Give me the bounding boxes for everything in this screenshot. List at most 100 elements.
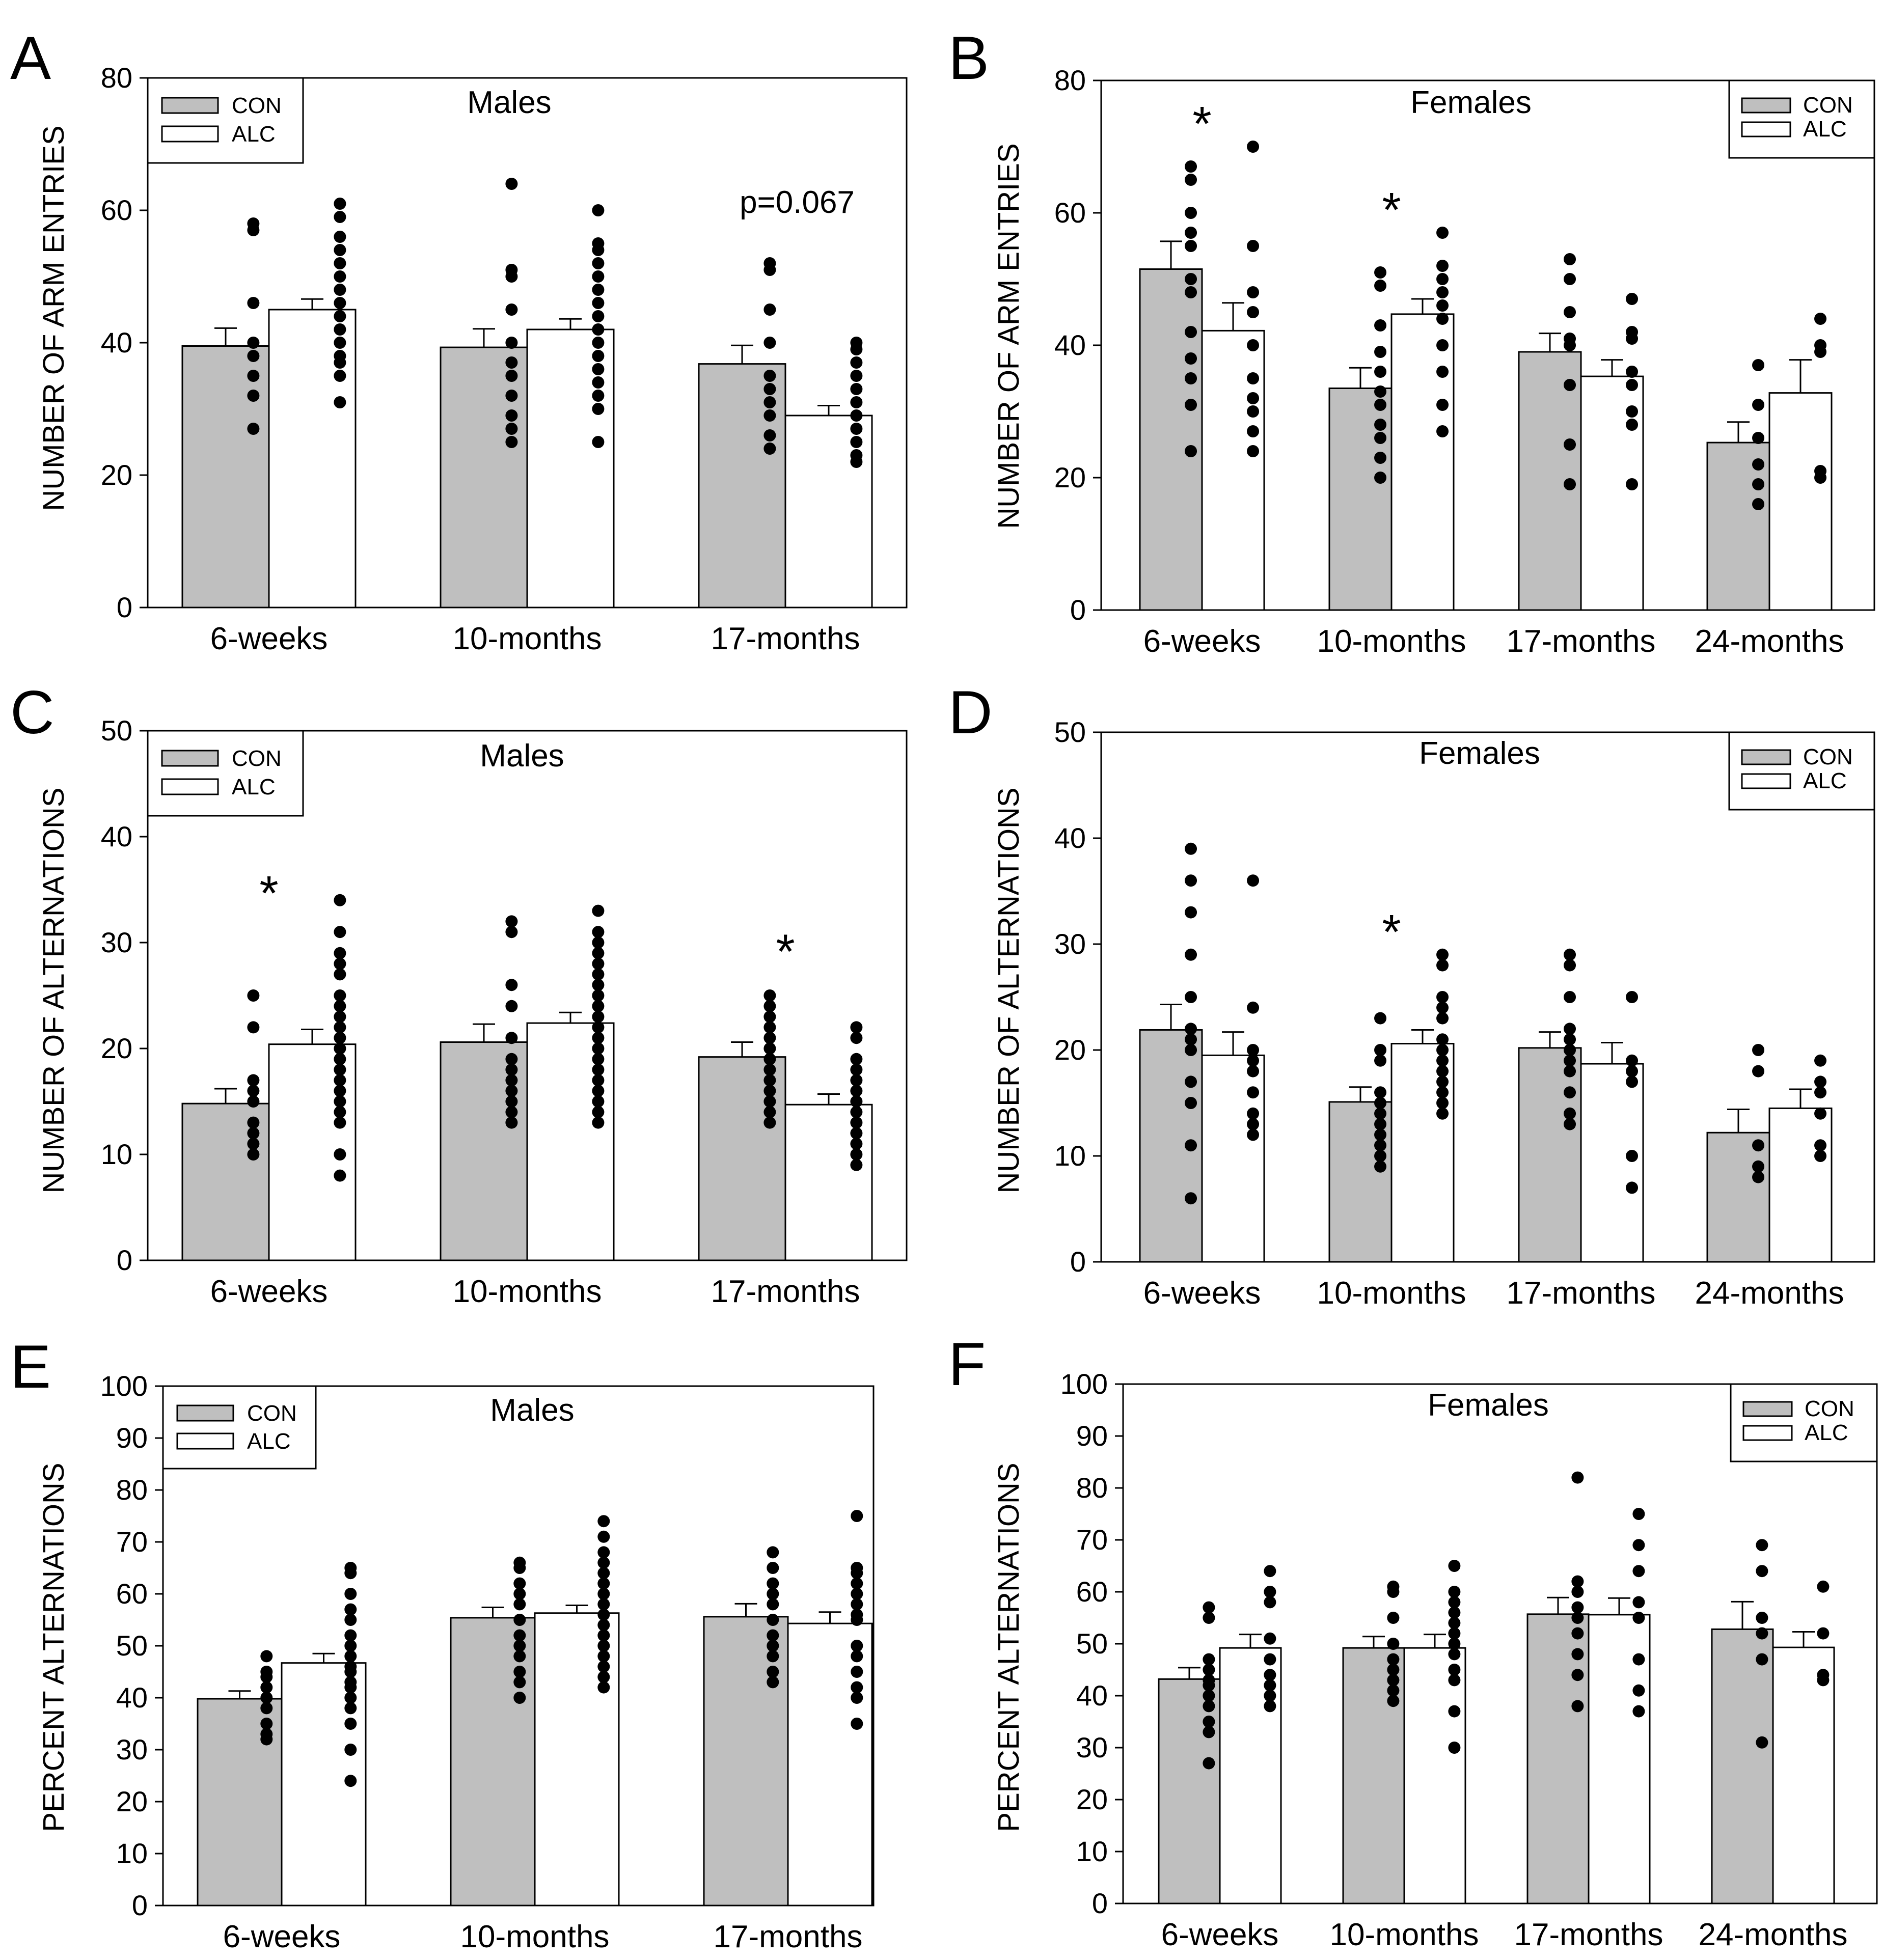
x-category-label: 17-months [711, 621, 860, 656]
data-point [850, 1148, 863, 1161]
data-point [513, 1676, 526, 1689]
data-point [1564, 1033, 1576, 1046]
data-point [1571, 1575, 1584, 1588]
x-category-label: 17-months [711, 1274, 860, 1309]
legend-swatch-con [176, 1404, 234, 1422]
data-point [247, 370, 260, 382]
data-point [763, 1106, 776, 1118]
data-point [260, 1733, 273, 1746]
data-point [1374, 1107, 1387, 1120]
bar-con-17-months [1518, 1047, 1582, 1263]
y-tick-label: 70 [1076, 1524, 1108, 1556]
data-point [763, 303, 776, 316]
y-tick-label: 10 [1076, 1835, 1108, 1867]
chart-title: Males [467, 85, 551, 120]
data-point [1247, 1118, 1260, 1130]
data-point [1247, 445, 1260, 457]
data-point [1571, 1669, 1584, 1681]
data-point [505, 356, 518, 369]
data-point [1264, 1565, 1276, 1578]
y-tick-label: 20 [1054, 461, 1086, 493]
data-point [1374, 1118, 1387, 1130]
data-point [1374, 1150, 1387, 1162]
data-point [247, 224, 260, 236]
data-point [505, 409, 518, 422]
y-tick-label: 10 [1054, 1140, 1086, 1172]
legend: CON ALC [147, 730, 304, 817]
data-point [1185, 160, 1197, 173]
data-point [1626, 991, 1639, 1003]
y-tick-label: 10 [116, 1837, 148, 1869]
legend-swatch-con [161, 750, 219, 767]
data-point [1264, 1632, 1276, 1645]
bar-alc-24-months [1768, 1107, 1833, 1263]
data-point [1185, 286, 1197, 298]
x-category-label: 17-months [1507, 624, 1656, 659]
legend-label-con: CON [247, 1401, 297, 1426]
x-category-label: 10-months [460, 1919, 610, 1954]
data-point [505, 436, 518, 448]
data-point [505, 370, 518, 382]
data-point [851, 1598, 863, 1611]
data-point [1185, 326, 1197, 338]
bar-con-6-weeks [181, 345, 270, 609]
legend: CON ALC [162, 1385, 317, 1470]
data-point [1387, 1695, 1400, 1707]
legend-swatch-con [1741, 97, 1791, 114]
data-point [1374, 385, 1387, 398]
data-point [1436, 1097, 1449, 1109]
data-point [1752, 458, 1765, 471]
data-point [850, 1158, 863, 1171]
x-category-label: 6-weeks [210, 621, 328, 656]
data-point [767, 1588, 779, 1600]
data-point [851, 1650, 863, 1663]
data-point [1752, 359, 1765, 371]
data-point [592, 1063, 605, 1076]
data-point [334, 1095, 346, 1108]
data-point [763, 1010, 776, 1023]
bar-alc-10-months [1403, 1647, 1466, 1904]
data-point [767, 1650, 779, 1663]
data-point [850, 1138, 863, 1150]
x-category-label: 6-weeks [210, 1274, 328, 1309]
y-tick-label: 90 [1076, 1420, 1108, 1452]
legend: CON ALC [1728, 731, 1875, 811]
data-point [1814, 1139, 1827, 1152]
data-point [1203, 1690, 1215, 1702]
data-point [1185, 1139, 1197, 1152]
data-point [597, 1640, 610, 1652]
data-point [592, 436, 605, 448]
data-point [1185, 372, 1197, 384]
data-point [851, 1718, 863, 1730]
data-point [597, 1546, 610, 1559]
x-category-label: 10-months [1317, 1276, 1466, 1311]
data-point [1203, 1726, 1215, 1738]
data-point [592, 390, 605, 402]
data-point [1436, 1012, 1449, 1025]
data-point [1632, 1612, 1645, 1624]
data-point [1185, 842, 1197, 855]
data-point [592, 989, 605, 1002]
data-point [1247, 1065, 1260, 1078]
data-point [1448, 1664, 1461, 1676]
data-point [850, 1116, 863, 1129]
data-point [1626, 293, 1639, 305]
panel-d: D NUMBER OF ALTERNATIONS Females 0 10 20 30… [948, 678, 1875, 1311]
legend-box [1730, 1383, 1878, 1462]
data-point [1632, 1653, 1645, 1666]
y-tick-label: 80 [116, 1474, 148, 1506]
data-point [1436, 1086, 1449, 1099]
x-category-label: 6-weeks [223, 1919, 341, 1954]
data-point [334, 231, 346, 243]
plot-layer: 0 10 20 30 40 50 6-weeks 10-months 17-months * * [101, 714, 908, 1309]
data-point [1752, 1044, 1765, 1056]
data-point [1632, 1684, 1645, 1697]
legend: CON ALC [1730, 1383, 1878, 1462]
data-point [334, 1074, 346, 1087]
y-axis-label: NUMBER OF ALTERNATIONS [37, 787, 70, 1193]
y-tick-label: 60 [116, 1578, 148, 1610]
data-point [1448, 1596, 1461, 1609]
y-tick-label: 0 [1070, 594, 1086, 626]
data-point [1564, 339, 1576, 351]
data-point [1247, 874, 1260, 887]
